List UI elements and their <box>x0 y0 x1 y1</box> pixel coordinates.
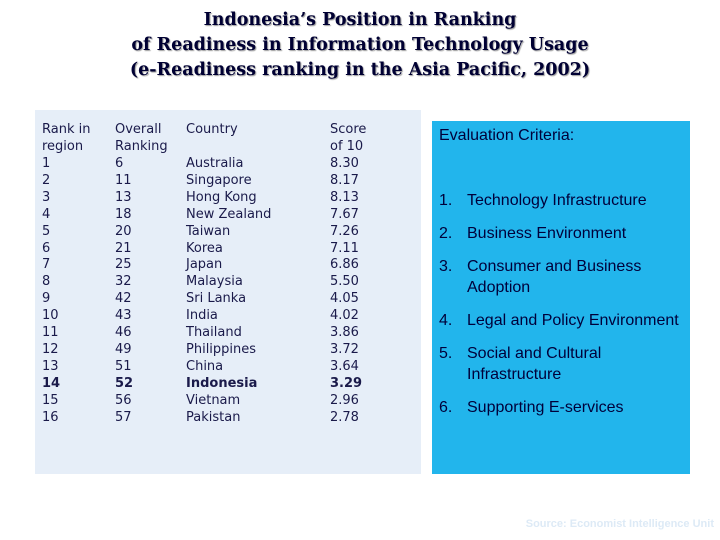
country-cell: Philippines <box>186 341 257 357</box>
page-title: Indonesia’s Position in Ranking of Readi… <box>0 8 720 83</box>
header-overall-ranking: Overall Ranking <box>115 122 168 154</box>
overall-cell: 11 <box>115 172 132 188</box>
country-cell: Vietnam <box>186 392 241 408</box>
score-cell: 6.86 <box>330 257 359 273</box>
rank-cell: 14 <box>42 375 61 391</box>
score-cell: 7.67 <box>330 206 359 222</box>
criteria-item-number: 2. <box>439 225 453 242</box>
title-line-3: (e-Readiness ranking in the Asia Pacific… <box>129 60 591 80</box>
column-country: Country Australia Singapore Hong Kong New Z… <box>186 122 271 427</box>
score-cell: 3.86 <box>330 325 359 341</box>
title-line-2: of Readiness in Information Technology U… <box>131 35 589 55</box>
overall-cell: 49 <box>115 341 132 357</box>
rank-cell: 1 <box>42 156 51 171</box>
evaluation-criteria-panel: Evaluation Criteria: 1. Technology Infras… <box>432 121 690 474</box>
country-cell: Japan <box>186 257 223 273</box>
criteria-item-text: Business Environment <box>467 225 627 242</box>
ranking-table: Rank in region 1 2 3 4 5 6 7 8 9 10 11 12 13 14 15 16 O… <box>35 110 421 474</box>
criteria-item-text: Legal and Policy Environment <box>467 312 679 329</box>
country-cell: Thailand <box>186 325 242 341</box>
criteria-item: 3. Consumer and Business Adoption <box>432 256 690 298</box>
rank-cell: 15 <box>42 392 59 408</box>
overall-cell: 20 <box>115 223 132 239</box>
country-cell: Taiwan <box>186 223 231 239</box>
overall-cell: 56 <box>115 392 132 408</box>
title-line-1: Indonesia’s Position in Ranking <box>203 10 517 30</box>
overall-cell: 13 <box>115 189 132 205</box>
overall-cell: 46 <box>115 325 132 341</box>
score-cell: 2.96 <box>330 392 359 408</box>
criteria-item: 5. Social and Cultural Infrastructure <box>432 343 690 385</box>
column-rank-in-region: Rank in region 1 2 3 4 5 6 7 8 9 10 11 12 13 14 15 16 <box>42 122 90 427</box>
score-cell: 3.29 <box>330 375 363 391</box>
score-cell: 4.02 <box>330 308 359 324</box>
country-cell: Hong Kong <box>186 189 257 205</box>
rank-cell: 2 <box>42 172 51 188</box>
overall-cell: 51 <box>115 358 132 374</box>
rank-cell: 16 <box>42 409 59 425</box>
header-score: Score of 10 <box>330 122 367 154</box>
overall-cell: 32 <box>115 274 132 290</box>
criteria-item-number: 1. <box>439 192 453 209</box>
rank-cell: 6 <box>42 240 51 256</box>
overall-cell: 42 <box>115 291 132 307</box>
source-note: Source: Economist Intelligence Unit <box>525 518 714 530</box>
header-country: Country <box>186 122 238 137</box>
score-cell: 2.78 <box>330 409 359 425</box>
country-cell: Malaysia <box>186 274 243 290</box>
criteria-item-number: 3. <box>439 258 453 275</box>
overall-cell: 25 <box>115 257 132 273</box>
criteria-item-number: 4. <box>439 312 453 329</box>
score-cell: 8.17 <box>330 172 359 188</box>
overall-cell: 43 <box>115 308 132 324</box>
rank-cell: 10 <box>42 308 59 324</box>
score-cell: 8.30 <box>330 156 359 171</box>
rank-cell: 3 <box>42 189 51 205</box>
country-cell: Singapore <box>186 172 252 188</box>
overall-cell: 52 <box>115 375 134 391</box>
criteria-item-number: 5. <box>439 345 453 362</box>
criteria-item-text: Social and Cultural Infrastructure <box>467 345 602 383</box>
country-cell: India <box>186 308 218 324</box>
overall-cell: 18 <box>115 206 132 222</box>
rank-cell: 8 <box>42 274 51 290</box>
score-cell: 8.13 <box>330 189 359 205</box>
criteria-item: 2. Business Environment <box>432 223 690 244</box>
country-cell: Australia <box>186 156 244 171</box>
rank-cell: 13 <box>42 358 59 374</box>
column-score: Score of 10 8.30 8.17 8.13 7.67 7.26 7.11 6.86… <box>330 122 366 427</box>
rank-cell: 12 <box>42 341 59 357</box>
country-cell: New Zealand <box>186 206 272 222</box>
criteria-item-number: 6. <box>439 399 453 416</box>
rank-cell: 11 <box>42 325 59 341</box>
rank-cell: 5 <box>42 223 51 239</box>
overall-cell: 57 <box>115 409 132 425</box>
criteria-item: 4. Legal and Policy Environment <box>432 310 690 331</box>
overall-cell: 6 <box>115 156 124 171</box>
criteria-item-text: Supporting E-services <box>467 399 624 416</box>
score-cell: 7.11 <box>330 240 359 256</box>
criteria-list: 1. Technology Infrastructure 2. Business En… <box>432 190 690 430</box>
rank-cell: 9 <box>42 291 51 307</box>
column-overall-ranking: Overall Ranking 6 11 13 18 20 21 25 32 42 43 46 49 5… <box>115 122 168 427</box>
score-cell: 3.72 <box>330 341 359 357</box>
rank-cell: 4 <box>42 206 51 222</box>
score-cell: 5.50 <box>330 274 359 290</box>
score-cell: 7.26 <box>330 223 359 239</box>
header-rank-in-region: Rank in region <box>42 122 91 154</box>
country-cell: Indonesia <box>186 375 258 391</box>
criteria-item-text: Consumer and Business Adoption <box>467 258 642 296</box>
criteria-item-text: Technology Infrastructure <box>467 192 647 209</box>
country-cell: China <box>186 358 224 374</box>
criteria-item: 6. Supporting E-services <box>432 397 690 418</box>
criteria-item: 1. Technology Infrastructure <box>432 190 690 211</box>
score-cell: 4.05 <box>330 291 359 307</box>
country-cell: Korea <box>186 240 223 256</box>
rank-cell: 7 <box>42 257 51 273</box>
country-cell: Sri Lanka <box>186 291 247 307</box>
score-cell: 3.64 <box>330 358 359 374</box>
country-cell: Pakistan <box>186 409 241 425</box>
criteria-title: Evaluation Criteria: <box>439 127 575 144</box>
overall-cell: 21 <box>115 240 132 256</box>
